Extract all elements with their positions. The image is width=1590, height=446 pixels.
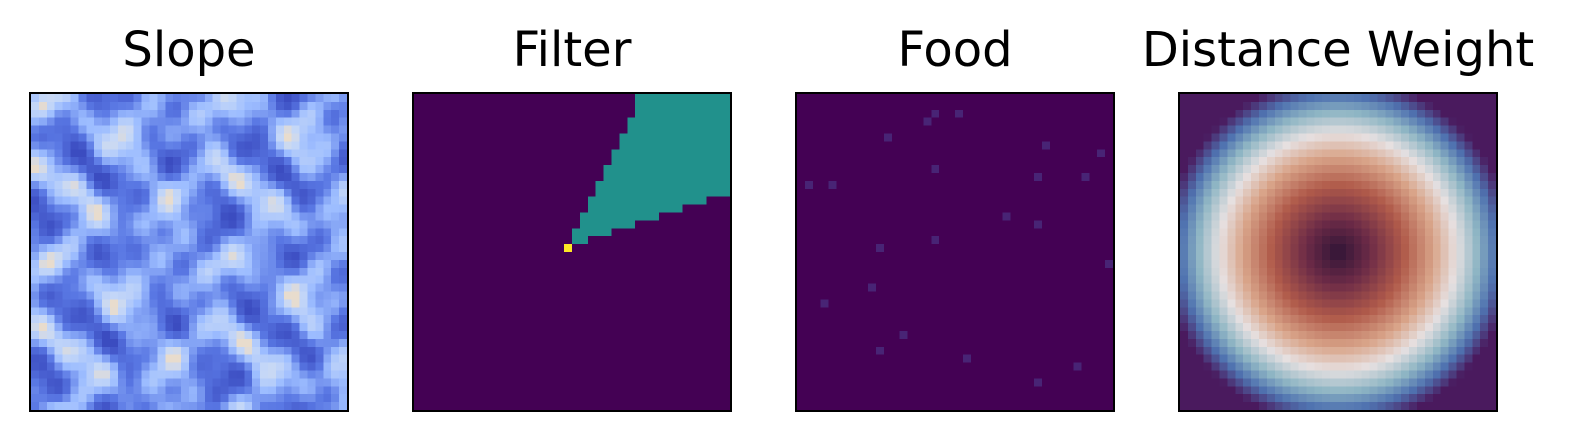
filter-heatmap bbox=[412, 92, 732, 412]
food-heatmap bbox=[795, 92, 1115, 412]
distance-weight-heatmap bbox=[1178, 92, 1498, 412]
filter-title: Filter bbox=[362, 22, 782, 78]
distance-weight-title: Distance Weight bbox=[1128, 22, 1548, 78]
filter-heatmap-canvas bbox=[414, 94, 730, 410]
slope-title: Slope bbox=[0, 22, 399, 78]
slope-heatmap-canvas bbox=[31, 94, 347, 410]
distance-weight-heatmap-canvas bbox=[1180, 94, 1496, 410]
food-title: Food bbox=[745, 22, 1165, 78]
slope-heatmap bbox=[29, 92, 349, 412]
food-heatmap-canvas bbox=[797, 94, 1113, 410]
